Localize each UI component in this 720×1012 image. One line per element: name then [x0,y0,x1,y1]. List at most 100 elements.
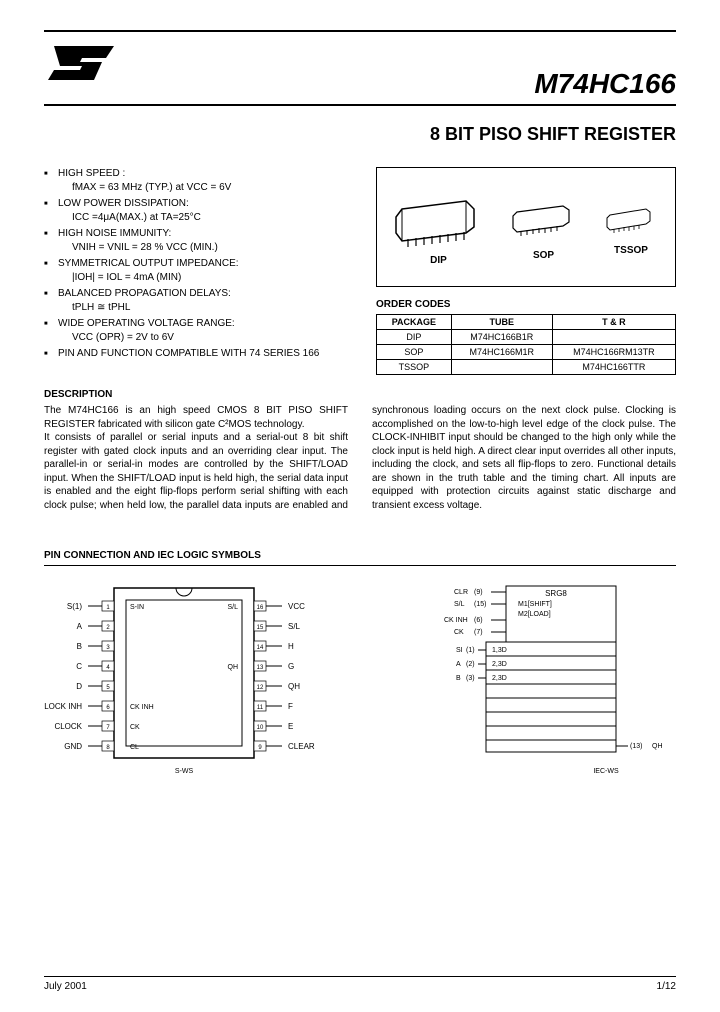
feature-sub: tPLH ≅ tPHL [58,301,352,315]
description-block: DESCRIPTION The M74HC166 is an high spee… [44,389,676,512]
table-row: DIP M74HC166B1R [377,330,676,345]
svg-text:14: 14 [257,645,264,651]
svg-text:S(1): S(1) [67,602,82,611]
part-number: M74HC166 [534,68,676,100]
table-header: T & R [552,315,675,330]
package-box: DIP SOP [376,167,676,287]
table-header: TUBE [451,315,552,330]
svg-text:10: 10 [257,725,264,731]
footer-page: 1/12 [657,981,676,992]
feature-label: HIGH NOISE IMMUNITY: [58,228,171,239]
table-cell [552,330,675,345]
header-rule-bottom [44,104,676,106]
table-cell: M74HC166B1R [451,330,552,345]
feature-item: PIN AND FUNCTION COMPATIBLE WITH 74 SERI… [44,347,352,361]
feature-sub: VCC (OPR) = 2V to 6V [58,331,352,345]
svg-text:13: 13 [257,665,264,671]
svg-text:11: 11 [257,705,264,711]
svg-text:VCC: VCC [288,602,305,611]
table-cell: M74HC166RM13TR [552,345,675,360]
svg-text:CLOCK: CLOCK [54,722,82,731]
sym-label: CK [454,629,464,636]
sym-text: M2[LOAD] [518,611,551,618]
feature-sub: ICC =4μA(MAX.) at TA=25°C [58,211,352,225]
pkg-label: TSSOP [614,245,648,256]
svg-text:G: G [288,662,294,671]
st-logo [44,38,124,100]
feature-item: HIGH NOISE IMMUNITY: VNIH = VNIL = 28 % V… [44,227,352,255]
sym-val: (13) [630,743,642,750]
svg-text:D: D [76,682,82,691]
desc-para: The M74HC166 is an high speed CMOS 8 BIT… [44,405,348,430]
svg-text:CLEAR: CLEAR [288,742,315,751]
svg-text:S/L: S/L [288,622,301,631]
description-heading: DESCRIPTION [44,389,676,400]
pin-heading: PIN CONNECTION AND IEC LOGIC SYMBOLS [44,550,676,561]
svg-text:GND: GND [64,742,82,751]
feature-label: PIN AND FUNCTION COMPATIBLE WITH 74 SERI… [58,348,319,359]
svg-text:CLOCK INH: CLOCK INH [44,702,82,711]
sop-icon [509,194,579,244]
feature-label: HIGH SPEED : [58,168,125,179]
pkg-label: DIP [430,255,447,266]
sym-label: CK INH [444,617,468,624]
feature-sub: VNIH = VNIL = 28 % VCC (MIN.) [58,241,352,255]
diagram-footer: S-WS [175,768,194,775]
description-text: The M74HC166 is an high speed CMOS 8 BIT… [44,404,676,512]
svg-text:C: C [76,662,82,671]
pin-section: PIN CONNECTION AND IEC LOGIC SYMBOLS S(1… [44,550,676,778]
svg-text:S-IN: S-IN [130,604,144,611]
sym-label: A [456,661,461,668]
svg-text:QH: QH [228,664,239,671]
sym-label: CLR [454,589,468,596]
sym-val: (6) [474,617,483,624]
svg-text:15: 15 [257,625,264,631]
feature-item: HIGH SPEED : fMAX = 63 MHz (TYP.) at VCC … [44,167,352,195]
pkg-sop: SOP [509,194,579,261]
svg-text:CK INH: CK INH [130,704,154,711]
table-cell: SOP [377,345,452,360]
table-row: SOP M74HC166M1R M74HC166RM13TR [377,345,676,360]
sym-val: (1) [466,647,475,654]
sym-label: QH [652,743,663,750]
feature-label: LOW POWER DISSIPATION: [58,198,189,209]
feature-sub: fMAX = 63 MHz (TYP.) at VCC = 6V [58,181,352,195]
sym-val: (2) [466,661,475,668]
svg-text:QH: QH [288,682,300,691]
svg-text:E: E [288,722,293,731]
iec-logic-diagram: SRG8 CLR (9) S/L (15) M1[SHIFT] M2[LOAD]… [396,578,676,778]
table-cell: M74HC166TTR [552,360,675,375]
features-list: HIGH SPEED : fMAX = 63 MHz (TYP.) at VCC … [44,167,352,361]
top-columns: HIGH SPEED : fMAX = 63 MHz (TYP.) at VCC … [44,167,676,375]
svg-text:H: H [288,642,294,651]
footer-date: July 2001 [44,981,87,992]
header-row: M74HC166 [44,38,676,100]
svg-text:F: F [288,702,293,711]
feature-item: LOW POWER DISSIPATION: ICC =4μA(MAX.) at … [44,197,352,225]
tssop-icon [604,199,659,239]
header-rule-top [44,30,676,32]
srg-label: SRG8 [545,589,567,598]
sym-val: (3) [466,675,475,682]
feature-sub: |IOH| = IOL = 4mA (MIN) [58,271,352,285]
pkg-label: SOP [533,250,554,261]
pin-diagrams: S(1) 1 S-INA 2 B 3 C 4 D 5 CLOCK INH 6 C… [44,578,676,778]
sym-text: M1[SHIFT] [518,601,552,608]
sym-label: B [456,675,461,682]
svg-text:16: 16 [257,605,264,611]
feature-label: SYMMETRICAL OUTPUT IMPEDANCE: [58,258,239,269]
svg-text:S/L: S/L [227,604,238,611]
feature-item: WIDE OPERATING VOLTAGE RANGE:VCC (OPR) =… [44,317,352,345]
features-column: HIGH SPEED : fMAX = 63 MHz (TYP.) at VCC … [44,167,352,375]
pkg-tssop: TSSOP [604,199,659,256]
sym-label: SI [456,647,463,654]
footer-rule [44,976,676,977]
svg-text:CL: CL [130,744,139,751]
sym-text: 1,3D [492,647,507,654]
table-cell: DIP [377,330,452,345]
feature-item: SYMMETRICAL OUTPUT IMPEDANCE: |IOH| = IOL… [44,257,352,285]
dip-icon [394,189,484,249]
order-codes-heading: ORDER CODES [376,299,676,310]
sym-text: 2,3D [492,661,507,668]
table-cell [451,360,552,375]
